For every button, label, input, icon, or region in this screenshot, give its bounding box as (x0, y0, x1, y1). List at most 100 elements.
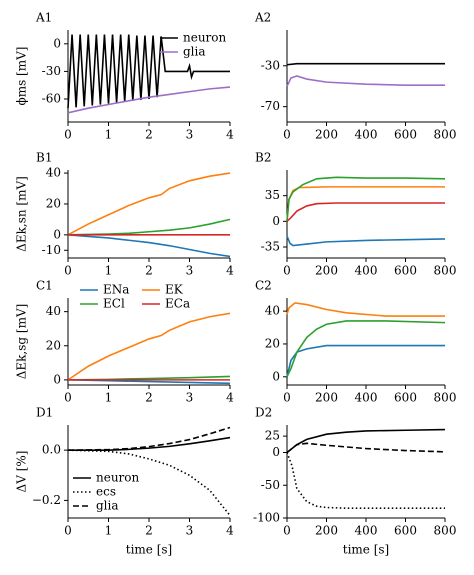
y-tick-label: 0.0 (42, 443, 61, 457)
x-tick-label: 600 (394, 391, 417, 405)
data-line (286, 202, 445, 222)
data-line (286, 320, 446, 378)
legend-label: neuron (183, 31, 227, 45)
y-tick-label: 35 (265, 188, 280, 202)
x-tick-label: 3 (186, 128, 194, 142)
data-line (67, 86, 231, 114)
y-tick-label: 0 (53, 372, 61, 386)
x-tick-label: 400 (355, 264, 378, 278)
x-tick-label: 800 (434, 524, 457, 538)
data-line (286, 75, 445, 87)
x-tick-label: 200 (315, 264, 338, 278)
data-line (286, 186, 445, 222)
x-axis-label: time [s] (126, 543, 172, 557)
x-tick-label: 1 (105, 264, 113, 278)
y-tick-label: 25 (265, 429, 280, 443)
x-tick-label: 0 (64, 524, 72, 538)
data-line (67, 449, 231, 516)
x-tick-label: 0 (283, 264, 291, 278)
legend-label: ECl (103, 297, 125, 311)
y-tick-label: 0 (53, 36, 61, 50)
y-tick-label: 20 (46, 338, 61, 352)
data-line (67, 172, 231, 236)
y-tick-label: 40 (46, 304, 61, 318)
y-tick-label: 20 (46, 196, 61, 210)
y-tick-label: -35 (261, 240, 280, 254)
x-tick-label: 200 (315, 128, 338, 142)
y-tick-label: -30 (261, 58, 280, 72)
x-tick-label: 400 (355, 524, 378, 538)
panel-label: B2 (255, 151, 271, 165)
x-tick-label: 1 (105, 391, 113, 405)
data-line (67, 426, 231, 451)
y-tick-label: 0 (272, 214, 280, 228)
y-axis-label: ΔV [%] (15, 451, 29, 493)
x-tick-label: 3 (186, 264, 194, 278)
data-line (68, 436, 231, 451)
x-tick-label: 0 (64, 391, 72, 405)
x-tick-label: 2 (145, 128, 153, 142)
data-line (286, 176, 446, 222)
y-tick-label: -60 (42, 92, 61, 106)
data-line (286, 452, 445, 509)
x-tick-label: 3 (186, 524, 194, 538)
y-tick-label: -10 (42, 243, 61, 257)
y-tick-label: 0 (272, 369, 280, 383)
y-tick-label: −0.2 (32, 493, 61, 507)
legend-label: glia (96, 499, 119, 513)
data-line (67, 234, 231, 258)
x-tick-label: 600 (394, 524, 417, 538)
x-tick-label: 600 (394, 128, 417, 142)
x-tick-label: 0 (283, 391, 291, 405)
panel-label: D2 (255, 406, 272, 420)
y-tick-label: 40 (265, 304, 280, 318)
y-tick-label: -70 (261, 99, 280, 113)
x-tick-label: 1 (105, 524, 113, 538)
x-tick-label: 2 (145, 391, 153, 405)
legend-label: ECa (165, 297, 190, 311)
data-line (67, 312, 231, 381)
panel-label: A2 (254, 11, 271, 25)
legend-label: ENa (103, 283, 129, 297)
x-tick-label: 400 (355, 391, 378, 405)
x-tick-label: 0 (283, 128, 291, 142)
legend-label: neuron (96, 471, 140, 485)
x-tick-label: 800 (434, 128, 457, 142)
y-tick-label: -100 (253, 511, 280, 525)
y-tick-label: 40 (46, 166, 61, 180)
x-tick-label: 2 (145, 264, 153, 278)
legend-label: ecs (96, 485, 116, 499)
x-tick-label: 800 (434, 391, 457, 405)
x-tick-label: 600 (394, 264, 417, 278)
y-tick-label: -50 (261, 478, 280, 492)
x-tick-label: 1 (105, 128, 113, 142)
y-tick-label: 0 (272, 445, 280, 459)
legend-label: EK (165, 283, 184, 297)
data-line (67, 218, 231, 236)
panel-label: B1 (36, 151, 52, 165)
x-tick-label: 0 (283, 524, 291, 538)
y-axis-label: ΔEk,sn [mV] (15, 176, 29, 252)
y-tick-label: 20 (265, 336, 280, 350)
x-tick-label: 3 (186, 391, 194, 405)
y-tick-label: 0 (53, 227, 61, 241)
data-line (286, 235, 446, 247)
x-tick-label: 400 (355, 128, 378, 142)
x-tick-label: 800 (434, 264, 457, 278)
x-tick-label: 200 (315, 524, 338, 538)
panel-label: D1 (36, 406, 53, 420)
x-tick-label: 4 (226, 264, 234, 278)
panel-label: C1 (36, 279, 53, 293)
x-tick-label: 2 (145, 524, 153, 538)
y-axis-label: ΔEk,sg [mV] (15, 304, 29, 380)
x-tick-label: 4 (226, 128, 234, 142)
data-line (286, 62, 445, 66)
x-tick-label: 4 (226, 524, 234, 538)
legend-label: glia (183, 45, 206, 59)
x-axis-label: time [s] (343, 543, 389, 557)
y-axis-label: ϕms [mV] (15, 47, 29, 106)
y-tick-label: -30 (42, 64, 61, 78)
panel-label: A1 (35, 11, 52, 25)
x-tick-label: 200 (315, 391, 338, 405)
